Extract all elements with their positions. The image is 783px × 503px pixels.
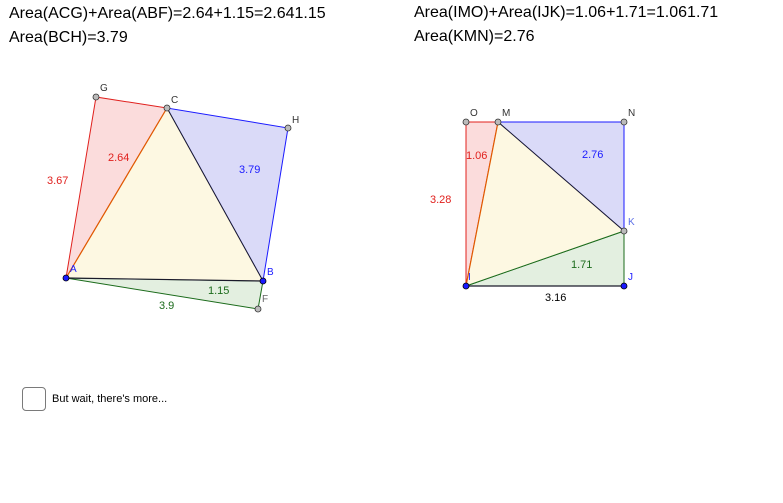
point-o[interactable] — [462, 118, 470, 126]
segment-ik[interactable] — [465, 230, 625, 287]
segment-im[interactable] — [465, 121, 499, 287]
label-ac: 2.64 — [108, 152, 129, 164]
label-bch: 3.79 — [239, 164, 260, 176]
point-b[interactable] — [259, 277, 267, 285]
point-c[interactable] — [163, 104, 171, 112]
right-area-equation: Area(IMO)+Area(IJK)=1.06+1.71=1.061.71 — [414, 4, 719, 21]
point-label-o: O — [470, 108, 478, 119]
point-label-m: M — [502, 108, 510, 119]
more-checkbox-row[interactable]: But wait, there's more... — [22, 387, 167, 411]
point-label-b: B — [267, 267, 274, 278]
segment-ab[interactable] — [65, 277, 264, 282]
right-figure: 1.06 3.28 2.76 1.71 3.16 I J K M N O — [430, 108, 635, 304]
point-h[interactable] — [284, 124, 292, 132]
more-checkbox-label[interactable]: But wait, there's more... — [52, 393, 168, 405]
label-kmn: 2.76 — [582, 149, 603, 161]
label-io: 3.28 — [430, 194, 451, 206]
label-abf: 1.15 — [208, 285, 229, 297]
left-area-bch: Area(BCH)=3.79 — [9, 29, 128, 46]
point-label-h: H — [292, 115, 299, 126]
label-af: 3.9 — [159, 300, 174, 312]
point-label-g: G — [100, 83, 108, 94]
left-area-equation: Area(ACG)+Area(ABF)=2.64+1.15=2.641.15 — [9, 5, 326, 22]
point-m[interactable] — [494, 118, 502, 126]
triangle-ikm[interactable] — [466, 122, 624, 286]
point-label-c: C — [171, 95, 178, 106]
point-label-k: K — [628, 217, 635, 228]
label-ijk: 1.71 — [571, 259, 592, 271]
point-label-j: J — [628, 272, 633, 283]
more-checkbox[interactable] — [22, 387, 46, 411]
point-a[interactable] — [62, 274, 70, 282]
segment-ac[interactable] — [65, 107, 168, 279]
point-label-n: N — [628, 108, 635, 119]
label-ij: 3.16 — [545, 292, 566, 304]
segment-km[interactable] — [497, 121, 625, 232]
point-label-f: F — [262, 294, 268, 305]
point-g[interactable] — [92, 93, 100, 101]
segment-bc[interactable] — [166, 107, 264, 282]
label-imo: 1.06 — [466, 150, 487, 162]
triangle-abc[interactable] — [66, 108, 263, 281]
left-figure: 3.67 2.64 3.79 1.15 3.9 A B C G H F — [47, 83, 299, 313]
right-area-kmn: Area(KMN)=2.76 — [414, 28, 535, 45]
point-label-i: I — [468, 272, 471, 283]
point-n[interactable] — [620, 118, 628, 126]
point-j[interactable] — [620, 282, 628, 290]
point-label-a: A — [70, 264, 77, 275]
point-i[interactable] — [462, 282, 470, 290]
label-ag: 3.67 — [47, 175, 68, 187]
point-k[interactable] — [620, 227, 628, 235]
point-f[interactable] — [254, 305, 262, 313]
